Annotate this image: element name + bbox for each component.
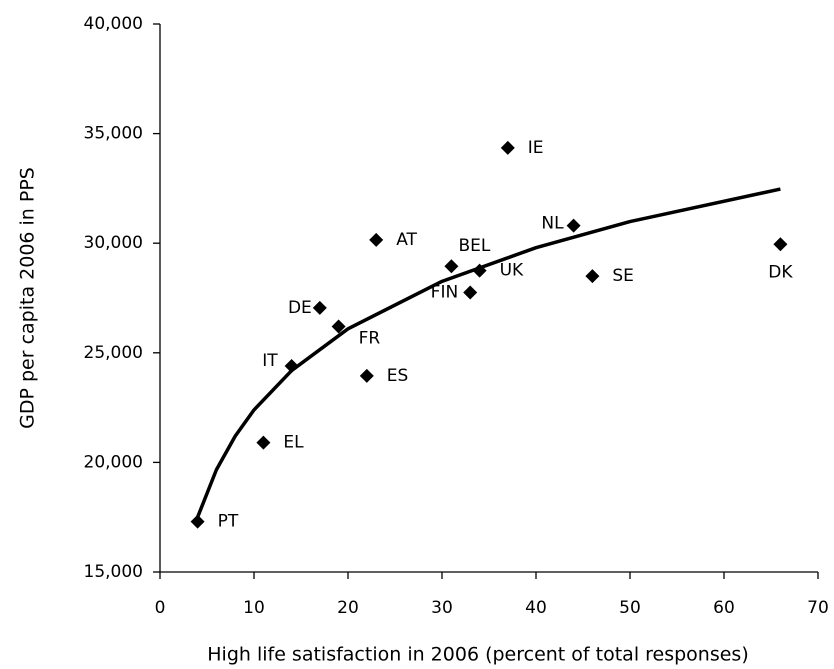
data-point [331,319,346,334]
y-tick-label: 40,000 [84,14,143,34]
y-tick-label: 20,000 [84,452,143,472]
point-label: PT [218,512,239,532]
data-point [585,269,600,284]
data-point [472,263,487,278]
y-tick-label: 35,000 [84,124,143,144]
x-tick-label: 50 [619,598,641,618]
x-axis-title: High life satisfaction in 2006 (percent … [207,644,749,666]
point-label: NL [541,214,564,234]
data-point [369,232,384,247]
y-tick-label: 15,000 [84,562,143,582]
point-label: FIN [431,283,459,303]
x-tick-label: 70 [807,598,829,618]
point-label: DE [288,298,312,318]
point-label: AT [396,230,417,250]
x-tick-label: 40 [525,598,547,618]
x-tick-label: 60 [713,598,735,618]
data-point [566,218,581,233]
data-point [284,358,299,373]
y-tick-label: 25,000 [84,343,143,363]
point-label: ES [387,366,409,386]
data-point [500,140,515,155]
point-label: EL [283,433,304,453]
point-label: DK [768,262,793,282]
point-label: SE [612,266,634,286]
data-point [359,368,374,383]
data-point [773,237,788,252]
point-label: FR [359,328,381,348]
data-point [312,300,327,315]
y-axis-title: GDP per capita 2006 in PPS [17,167,39,429]
point-label: IT [262,351,278,371]
point-label: IE [528,138,544,158]
data-point [444,259,459,274]
point-label: UK [500,261,524,281]
y-tick-label: 30,000 [84,233,143,253]
x-tick-label: 20 [337,598,359,618]
data-point [256,435,271,450]
x-tick-label: 10 [243,598,265,618]
x-tick-label: 30 [431,598,453,618]
data-point [190,514,205,529]
point-label: BEL [458,236,490,256]
x-tick-label: 0 [155,598,166,618]
data-point [463,285,478,300]
trend-line [195,187,781,518]
